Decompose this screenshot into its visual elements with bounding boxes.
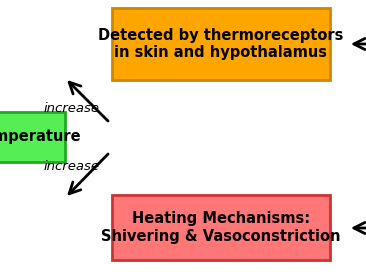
Text: emperature: emperature xyxy=(0,130,81,144)
Text: increase: increase xyxy=(44,101,100,114)
Text: Detected by thermoreceptors
in skin and hypothalamus: Detected by thermoreceptors in skin and … xyxy=(98,28,344,60)
FancyBboxPatch shape xyxy=(0,112,65,162)
FancyBboxPatch shape xyxy=(112,195,330,260)
FancyBboxPatch shape xyxy=(112,8,330,80)
Text: increase: increase xyxy=(44,161,100,174)
Text: Heating Mechanisms:
Shivering & Vasoconstriction: Heating Mechanisms: Shivering & Vasocons… xyxy=(101,211,341,244)
